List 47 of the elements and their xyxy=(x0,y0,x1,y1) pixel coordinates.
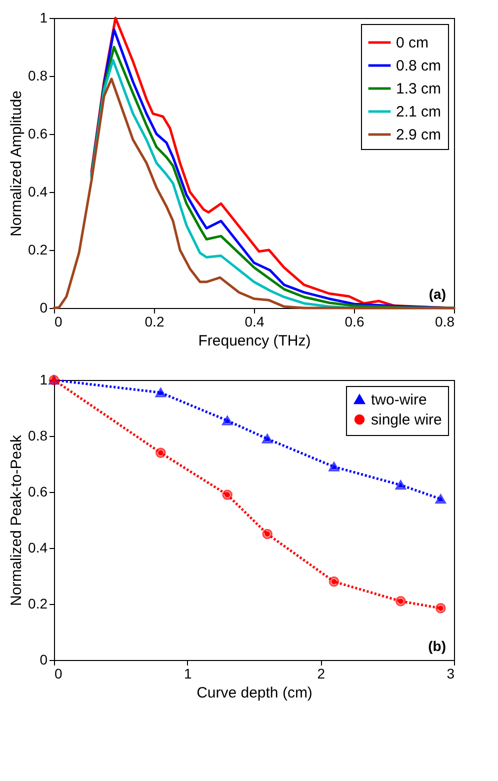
legend-label: two-wire xyxy=(371,392,427,408)
x-tick-label: 0.6 xyxy=(344,314,364,330)
y-tick-label: 0.2 xyxy=(28,242,48,258)
point xyxy=(395,480,406,490)
point xyxy=(155,448,166,458)
x-tick-label: 3 xyxy=(446,666,455,682)
legend-label: 1.3 cm xyxy=(396,80,442,98)
x-axis-title: Curve depth (cm) xyxy=(196,684,312,702)
y-tick-label: 0.6 xyxy=(28,126,48,142)
point xyxy=(435,603,446,614)
point xyxy=(222,416,233,426)
y-tick-label: 0.4 xyxy=(28,184,48,200)
point xyxy=(328,576,340,587)
point xyxy=(262,528,273,540)
y-tick-label: 0 xyxy=(40,300,48,316)
point xyxy=(395,596,406,606)
y-tick-label: 0 xyxy=(40,652,48,668)
legend-label: 0.8 cm xyxy=(396,58,442,74)
annotation: (a) xyxy=(428,286,446,302)
annotation: (b) xyxy=(428,638,446,654)
x-tick-label: 0.4 xyxy=(244,314,264,330)
y-tick-label: 1 xyxy=(40,10,48,26)
y-axis-title: Normalized Amplitude xyxy=(8,90,26,236)
line-series xyxy=(52,78,456,310)
y-tick-label: 0.8 xyxy=(28,428,48,444)
point xyxy=(222,490,233,500)
x-tick-label: 1 xyxy=(184,666,192,682)
x-tick-label: 0.2 xyxy=(144,314,164,330)
legend-label: 2.9 cm xyxy=(396,126,442,144)
x-tick-label: 0 xyxy=(54,666,62,682)
x-tick-label: 0.8 xyxy=(435,314,455,330)
x-tick-label: 2 xyxy=(317,666,326,682)
point xyxy=(435,494,446,504)
y-axis-title: Normalized Peak-to-Peak xyxy=(8,434,26,606)
y-tick-label: 0.2 xyxy=(28,596,48,612)
point xyxy=(155,388,166,398)
y-tick-label: 1 xyxy=(40,372,48,388)
legend-label: single wire xyxy=(371,412,442,428)
y-tick-label: 0.8 xyxy=(28,68,48,84)
point xyxy=(262,434,273,444)
legend-label: 2.1 cm xyxy=(396,104,442,120)
legend-label: 0 cm xyxy=(396,34,429,52)
y-tick-label: 0.6 xyxy=(28,484,48,500)
x-tick-label: 0 xyxy=(54,314,62,330)
x-axis-title: Frequency (THz) xyxy=(198,332,311,350)
point xyxy=(328,462,340,472)
y-tick-label: 0.4 xyxy=(28,540,48,556)
